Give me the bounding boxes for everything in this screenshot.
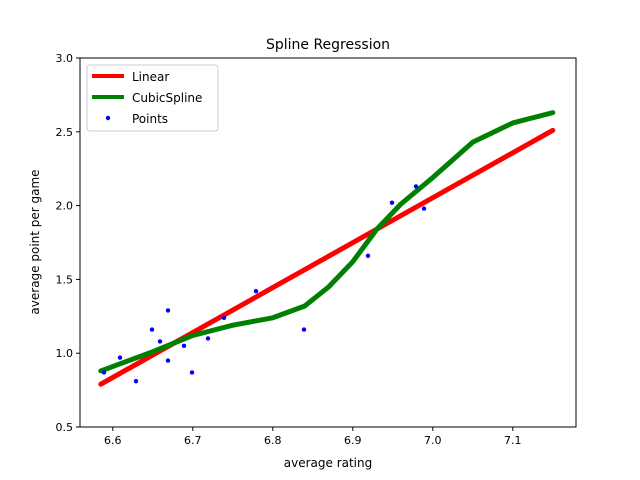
y-tick-label: 2.0 [56,200,74,213]
x-tick-label: 6.9 [344,434,362,447]
data-point [165,358,171,363]
data-point [189,370,195,375]
data-point [413,184,419,189]
data-point [157,339,163,344]
x-tick-label: 6.8 [264,434,282,447]
data-point [181,343,187,349]
data-point [149,327,155,332]
plot-area [98,110,556,387]
data-point [133,379,139,384]
y-tick-label: 0.5 [56,421,74,434]
x-tick-label: 7.1 [504,434,522,447]
legend-spline-label: CubicSpline [132,91,202,105]
x-tick-label: 7.0 [424,434,442,447]
y-tick-label: 3.0 [56,52,74,65]
data-point [421,206,427,211]
data-point [101,370,107,375]
y-tick-label: 1.0 [56,347,74,360]
data-point [165,308,171,313]
series-cubicspline-line [98,110,556,374]
x-tick-label: 6.6 [104,434,122,447]
legend-points-swatch [105,115,111,121]
data-point [253,289,259,294]
y-tick-label: 2.5 [56,126,74,139]
legend: Linear CubicSpline Points [86,64,219,132]
y-axis-label: average point per game [28,169,42,314]
data-point [205,336,211,341]
chart-title: Spline Regression [266,37,390,53]
legend-points-label: Points [132,112,168,126]
axes-frame [79,57,577,428]
data-point [301,327,307,332]
y-tick-label: 1.5 [56,273,74,286]
data-point [389,200,395,205]
data-point [365,253,371,258]
legend-linear-label: Linear [132,70,169,84]
x-axis-label: average rating [284,456,373,470]
data-point [117,355,123,360]
data-point [221,315,227,320]
x-tick-label: 6.7 [184,434,202,447]
